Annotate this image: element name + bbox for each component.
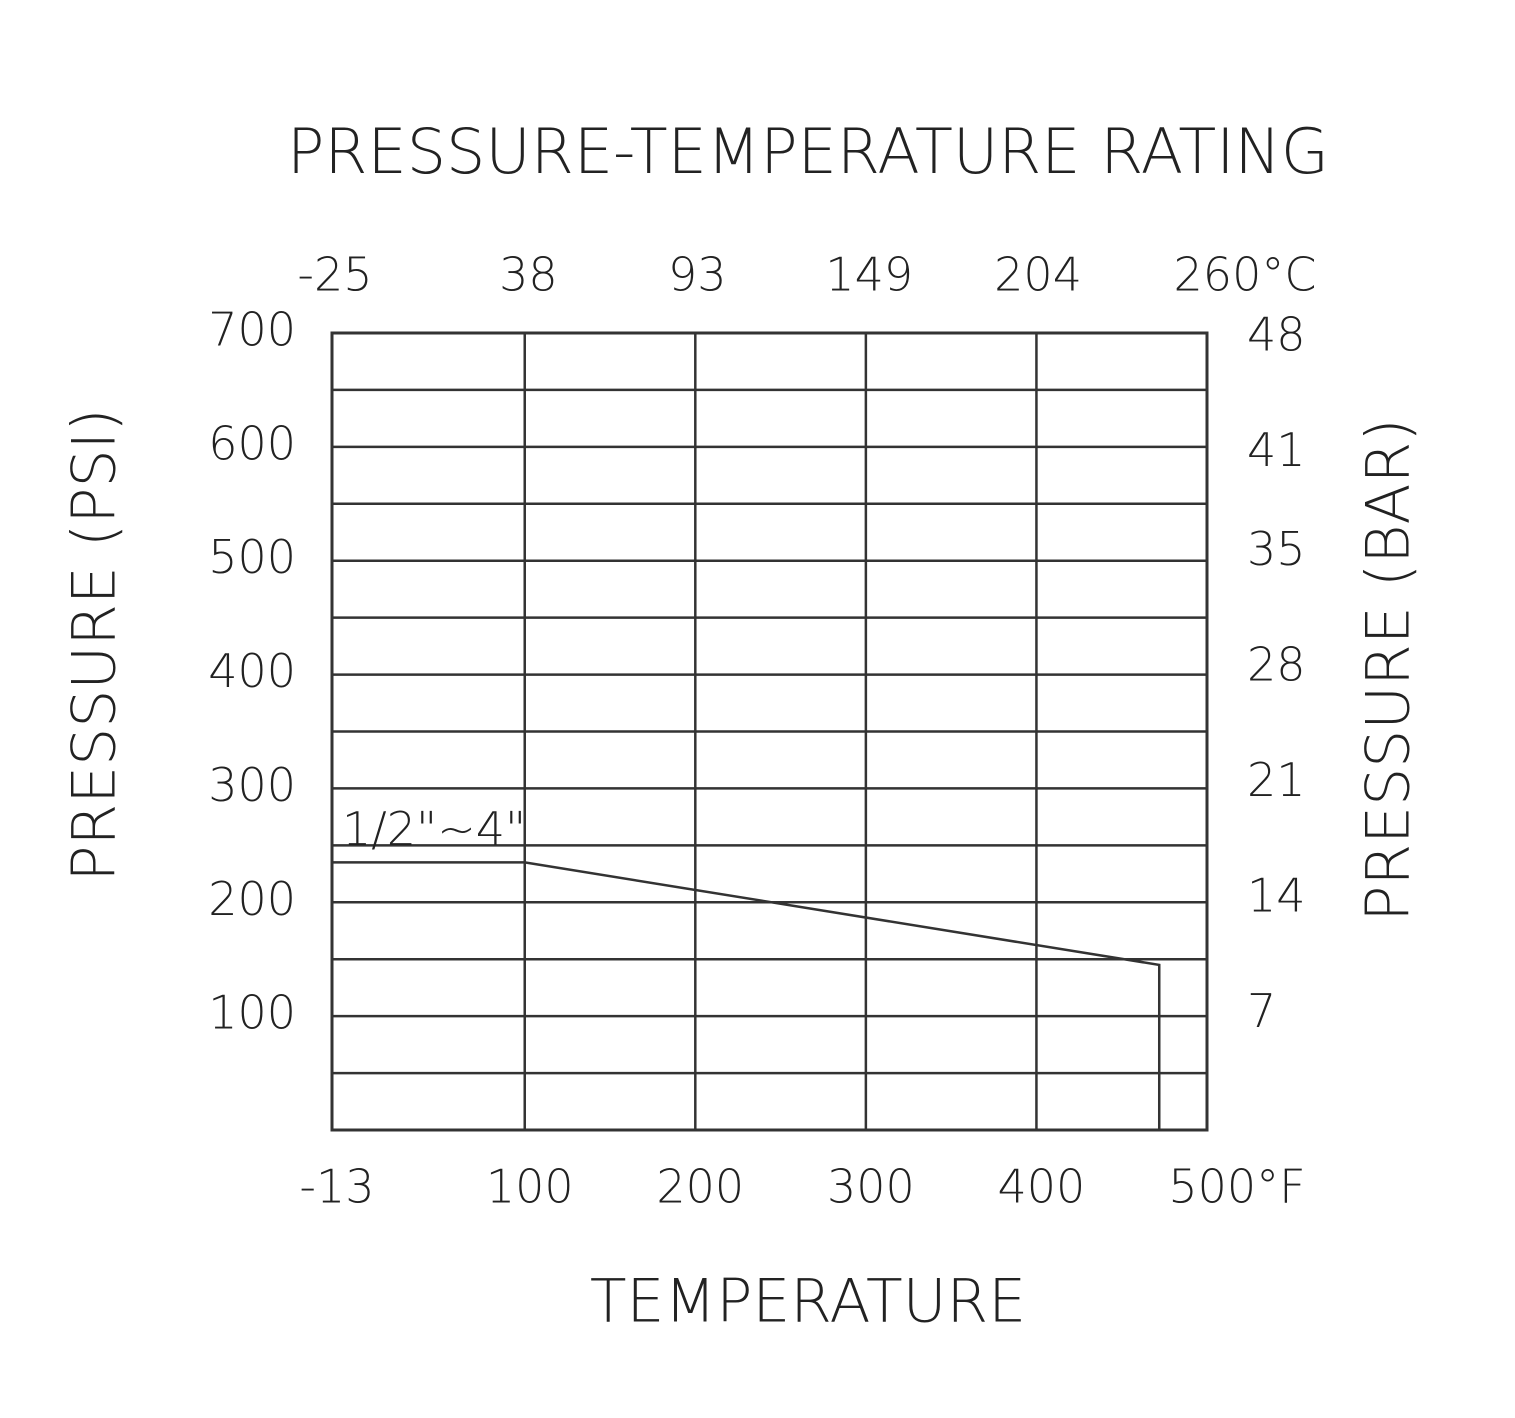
x-tick-label: 300 xyxy=(827,1160,915,1214)
x-tick-label: 500°F xyxy=(1168,1160,1305,1214)
y2-tick-label: 21 xyxy=(1247,753,1306,807)
series-line xyxy=(332,861,1161,1130)
x2-tick-label: -25 xyxy=(297,248,372,302)
y-tick-label: 500 xyxy=(208,530,296,584)
y-tick-label: 300 xyxy=(208,758,296,812)
y2-axis-label: PRESSURE (BAR) xyxy=(1354,418,1424,921)
x2-tick-label: 204 xyxy=(994,248,1082,302)
y2-tick-label: 14 xyxy=(1247,868,1306,922)
x-tick-label: 400 xyxy=(998,1160,1086,1214)
chart-title: PRESSURE-TEMPERATURE RATING xyxy=(287,115,1329,188)
y-tick-label: 200 xyxy=(208,872,296,926)
x2-tick-label: 38 xyxy=(499,248,558,302)
x-tick-label: -13 xyxy=(299,1160,374,1214)
y2-tick-label: 35 xyxy=(1247,522,1306,576)
series-label: 1/2"~4" xyxy=(342,802,526,856)
y-tick-label: 400 xyxy=(208,644,296,698)
x-axis-label: TEMPERATURE xyxy=(590,1267,1026,1337)
y-tick-label: 700 xyxy=(208,303,296,357)
x2-tick-label: 149 xyxy=(825,248,913,302)
y-axis-label: PRESSURE (PSI) xyxy=(60,408,130,881)
y2-tick-label: 7 xyxy=(1247,984,1276,1038)
x2-tick-label: 93 xyxy=(668,248,727,302)
y2-tick-label: 41 xyxy=(1247,423,1306,477)
y-tick-label: 600 xyxy=(208,416,296,470)
x-tick-label: 200 xyxy=(656,1160,744,1214)
y2-tick-label: 48 xyxy=(1247,307,1306,361)
x2-tick-label: 260°C xyxy=(1174,248,1317,302)
y2-tick-label: 28 xyxy=(1247,637,1306,691)
x-tick-label: 100 xyxy=(486,1160,574,1214)
y-tick-label: 100 xyxy=(208,986,296,1040)
